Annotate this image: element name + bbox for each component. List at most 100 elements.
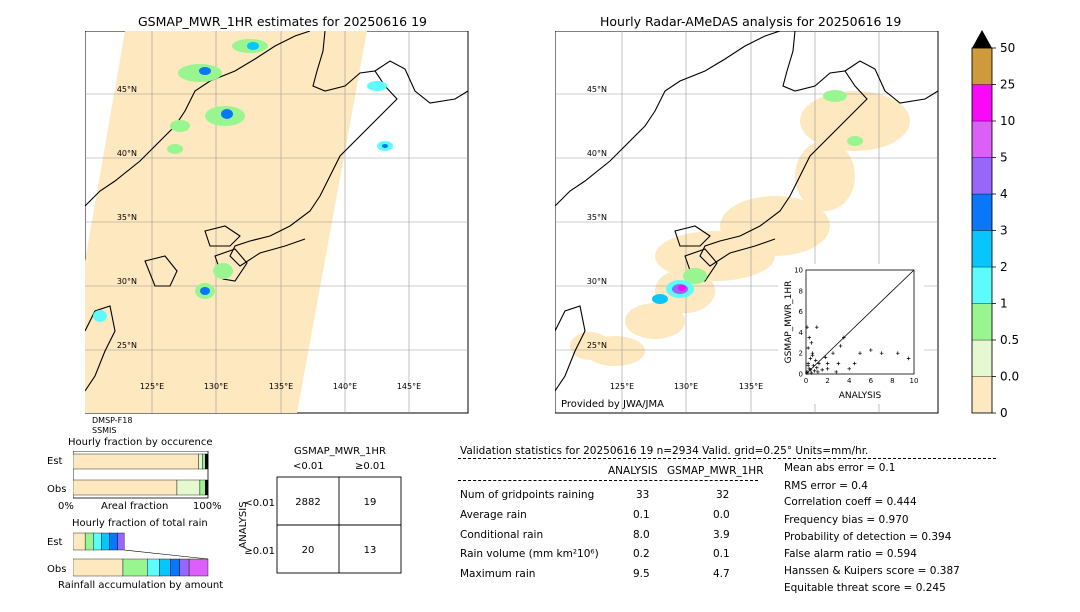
occ-axis-mid: Areal fraction xyxy=(101,501,169,512)
scatter-point xyxy=(847,367,851,371)
contingency-cell: 20 xyxy=(302,545,315,556)
sensor-label: DMSP-F18 xyxy=(92,416,133,425)
colorbar-block xyxy=(971,303,993,341)
total-rain-bars xyxy=(73,532,209,577)
stat-gsmap: 0.1 xyxy=(713,548,730,560)
radar-coverage xyxy=(570,91,910,366)
total-rain-title: Hourly fraction of total rain xyxy=(72,518,208,529)
total-rain-est-segment xyxy=(101,532,110,551)
total-rain-est-segment xyxy=(109,532,118,551)
contingency-col-header: GSMAP_MWR_1HR xyxy=(294,446,386,457)
occ-axis-left: 0% xyxy=(58,501,74,512)
scatter-point xyxy=(825,361,830,366)
colorbar-label: 50 xyxy=(1000,41,1015,55)
scatter-xtick: 4 xyxy=(847,377,852,385)
colorbar-label: 0.01 xyxy=(1000,370,1020,384)
scatter-point xyxy=(807,335,812,340)
scatter-xtick: 0 xyxy=(804,377,808,385)
left-lon-label: 145°E xyxy=(397,382,421,391)
scatter-point xyxy=(812,369,817,373)
score: Equitable threat score = 0.245 xyxy=(784,582,946,594)
scatter-point xyxy=(809,341,814,345)
total-rain-obs-segment xyxy=(122,558,148,577)
score: Frequency bias = 0.970 xyxy=(784,514,909,526)
left-lat-label: 35°N xyxy=(117,213,137,222)
contingency-row-label: ≥0.01 xyxy=(244,546,275,557)
total-rain-obs-segment xyxy=(73,558,124,577)
colorbar-label: 3 xyxy=(1000,224,1008,238)
colorbar-block xyxy=(971,120,993,158)
contingency-cell: 13 xyxy=(364,545,377,556)
stat-label: Conditional rain xyxy=(460,529,544,541)
occurrence-segment xyxy=(199,479,206,496)
occurrence-segment xyxy=(176,479,201,496)
colorbar-block xyxy=(971,47,993,85)
total-rain-est-segment xyxy=(93,532,102,551)
right-lat-label: 30°N xyxy=(587,277,607,286)
colorbar-label: 10 xyxy=(1000,114,1015,128)
colorbar-label: 5 xyxy=(1000,151,1008,165)
right-lat-label: 40°N xyxy=(587,149,607,158)
stat-label: Maximum rain xyxy=(460,568,536,580)
stat-label: Num of gridpoints raining xyxy=(460,489,595,501)
colorbar-label: 25 xyxy=(1000,78,1015,92)
colorbar-label: 1 xyxy=(1000,297,1008,311)
validation-col2: GSMAP_MWR_1HR xyxy=(667,465,764,477)
scatter-point xyxy=(831,351,835,355)
scatter-point xyxy=(805,325,809,329)
left-lon-label: 125°E xyxy=(140,382,164,391)
contingency-col-label: ≥0.01 xyxy=(355,461,386,472)
scatter-ytick: 2 xyxy=(799,350,803,358)
scatter-point xyxy=(858,351,862,355)
right-lat-label: 35°N xyxy=(587,213,607,222)
left-lon-label: 140°E xyxy=(333,382,357,391)
stat-analysis: 9.5 xyxy=(633,568,650,580)
occurrence-segment xyxy=(73,453,199,470)
occurrence-segment xyxy=(198,453,203,470)
scatter-ylabel: GSMAP_MWR_1HR xyxy=(784,281,794,364)
scatter-point xyxy=(810,353,815,358)
total-rain-obs-segment xyxy=(159,558,171,577)
scatter-point xyxy=(879,351,884,355)
occurrence-segment xyxy=(73,479,178,496)
left-map: 45°N 40°N 35°N 30°N 25°N 125°E 130°E 135… xyxy=(85,31,469,414)
contingency-row-header: ANALYSIS xyxy=(238,501,249,548)
left-rain-patches xyxy=(93,39,393,322)
colorbar-label: 4 xyxy=(1000,187,1008,201)
stat-analysis: 0.1 xyxy=(633,509,650,521)
scatter-point xyxy=(815,365,819,370)
occurrence-segment xyxy=(205,479,209,496)
tot-row-label: Obs xyxy=(47,564,67,575)
scatter-ytick: 6 xyxy=(799,308,804,316)
left-lat-label: 40°N xyxy=(117,149,137,158)
contingency-cell: 19 xyxy=(364,497,377,508)
credit-label: Provided by JWA/JMA xyxy=(561,399,664,410)
stat-label: Average rain xyxy=(460,509,527,521)
total-rain-est-segment xyxy=(84,532,94,551)
score: Correlation coeff = 0.444 xyxy=(784,496,917,508)
scatter-point xyxy=(808,368,813,372)
occ-row-label: Obs xyxy=(47,484,67,495)
left-lon-label: 130°E xyxy=(204,382,228,391)
tot-row-label: Est xyxy=(47,537,63,548)
scatter-ytick: 8 xyxy=(799,287,803,295)
scatter-point xyxy=(811,363,816,368)
contingency-cell: 2882 xyxy=(295,497,320,508)
score: Hanssen & Kuipers score = 0.387 xyxy=(784,565,960,577)
stat-gsmap: 3.9 xyxy=(713,529,730,541)
stat-analysis: 33 xyxy=(636,489,650,501)
colorbar-block xyxy=(971,266,993,304)
scatter-point xyxy=(836,361,841,366)
total-rain-caption: Rainfall accumulation by amount xyxy=(58,580,224,591)
scatter-point xyxy=(834,370,839,374)
scatter-point xyxy=(805,371,809,375)
scatter-point xyxy=(896,351,900,355)
scatter-point xyxy=(816,370,820,374)
scatter-point xyxy=(815,325,819,329)
colorbar-block xyxy=(971,230,993,268)
colorbar-block xyxy=(971,84,993,122)
scatter-point xyxy=(906,356,911,361)
scatter-point xyxy=(806,363,810,368)
scatter-plot: 00 2 2 4 4 6 6 8 8 10 10 ANALYSIS GSMAP_MWR_1HR xyxy=(778,264,924,404)
scatter-xtick: 6 xyxy=(869,377,874,385)
